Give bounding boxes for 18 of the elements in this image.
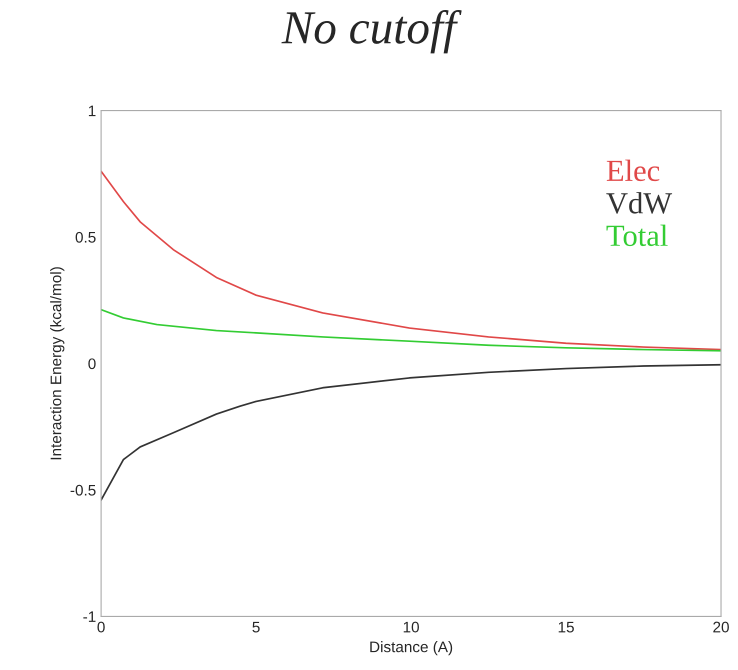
y-tick-label: 0 xyxy=(88,358,96,370)
y-tick-label: 0.5 xyxy=(76,232,96,243)
x-tick-label: 10 xyxy=(404,622,419,632)
y-tick-label: -0.5 xyxy=(70,484,96,496)
text: Total xyxy=(606,224,668,246)
line-series xyxy=(101,364,722,501)
line-series xyxy=(101,308,722,352)
y-tick-label: -1 xyxy=(83,611,96,622)
x-tick-label: 0 xyxy=(97,622,105,632)
y-tick-label: 1 xyxy=(88,106,96,116)
text: VdW xyxy=(606,192,672,214)
y-axis-title: Interaction Energy (kcal/mol) xyxy=(50,267,64,460)
text: Elec xyxy=(606,160,660,182)
x-tick-label: 5 xyxy=(252,622,260,632)
chart-title: No cutoff xyxy=(281,10,462,54)
x-tick-label: 15 xyxy=(558,622,574,632)
x-tick-label: 20 xyxy=(713,622,729,632)
x-axis-title: Distance (A) xyxy=(370,641,452,656)
